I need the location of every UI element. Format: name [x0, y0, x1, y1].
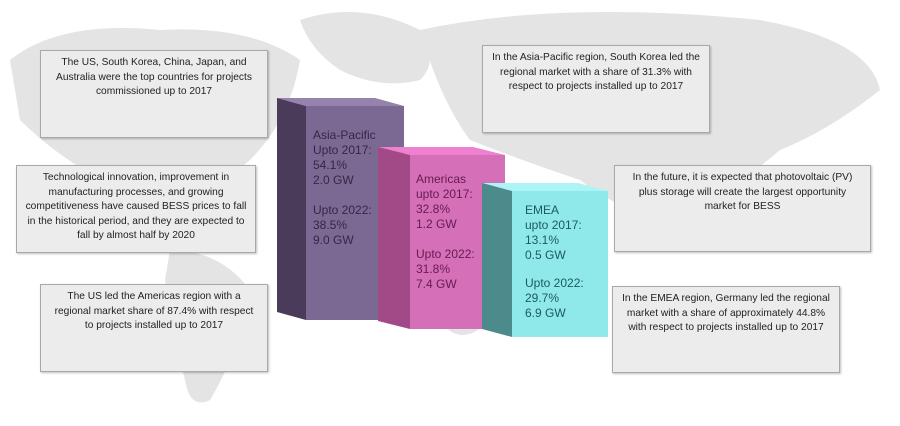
region-label: Asia-Pacific [313, 128, 376, 142]
share-2022: 38.5% [313, 218, 348, 232]
period-label-2017: upto 2017: [416, 187, 473, 201]
bar-front-face [512, 191, 608, 337]
bar-top-face [378, 147, 505, 155]
bar-emea: EMEA upto 2017: 13.1% 0.5 GW Upto 2022: … [482, 183, 608, 337]
capacity-2022: 6.9 GW [525, 306, 566, 320]
period-label-2022: Upto 2022: [416, 247, 475, 261]
note-top-countries: The US, South Korea, China, Japan, and A… [40, 50, 268, 138]
share-2017: 13.1% [525, 233, 560, 247]
region-label: Americas [416, 172, 467, 186]
capacity-2017: 0.5 GW [525, 248, 566, 262]
note-pv-storage: In the future, it is expected that photo… [614, 165, 871, 252]
bar-top-face [277, 98, 404, 106]
note-germany-emea: In the EMEA region, Germany led the regi… [612, 286, 840, 373]
bar-emea-shape [482, 183, 608, 337]
share-2022: 29.7% [525, 291, 560, 305]
note-south-korea: In the Asia-Pacific region, South Korea … [482, 45, 710, 133]
note-bess-prices: Technological innovation, improvement in… [16, 165, 256, 253]
bar-side-face [378, 147, 410, 329]
bar-side-face [482, 183, 512, 337]
capacity-2022: 9.0 GW [313, 233, 354, 247]
capacity-2022: 7.4 GW [416, 277, 457, 291]
period-label-2022: Upto 2022: [313, 203, 372, 217]
bar-top-face [482, 183, 608, 191]
note-us-americas: The US led the Americas region with a re… [40, 284, 268, 372]
share-2017: 54.1% [313, 158, 348, 172]
capacity-2017: 1.2 GW [416, 217, 457, 231]
region-label: EMEA [525, 203, 560, 217]
period-label-2017: upto 2017: [525, 218, 582, 232]
share-2017: 32.8% [416, 202, 451, 216]
capacity-2017: 2.0 GW [313, 173, 354, 187]
bar-side-face [277, 98, 306, 320]
period-label-2017: Upto 2017: [313, 143, 372, 157]
period-label-2022: Upto 2022: [525, 276, 584, 290]
share-2022: 31.8% [416, 262, 451, 276]
